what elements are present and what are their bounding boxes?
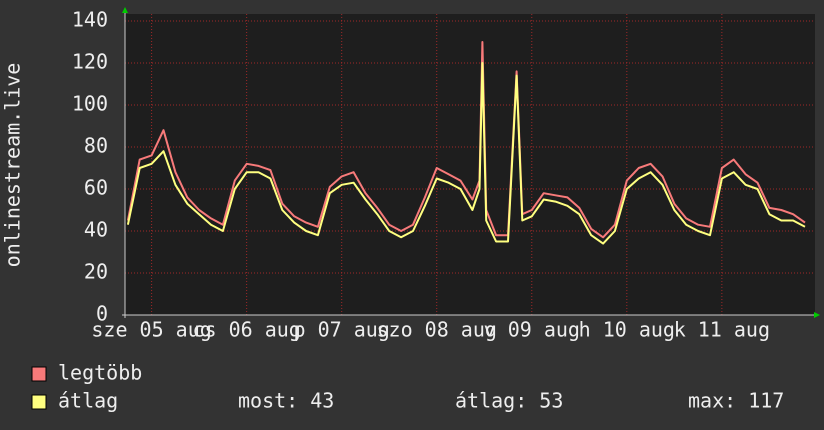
legend: legtöbb átlag most: 43 átlag: 53 max: 117 — [31, 361, 784, 413]
y-tick-label: 140 — [72, 8, 108, 32]
y-axis-title: onlinestream.live — [1, 63, 25, 268]
legend-label: átlag — [58, 389, 118, 413]
y-tick-label: 40 — [84, 218, 108, 242]
y-arrow — [122, 7, 128, 13]
x-tick-label: szo 08 aug — [377, 318, 497, 342]
y-tick-label: 80 — [84, 134, 108, 158]
x-arrow — [814, 312, 820, 318]
x-tick-label: k 11 aug — [674, 318, 770, 342]
stat-label: most: 43 — [238, 389, 334, 413]
legend-swatch — [31, 394, 47, 410]
y-tick-label: 20 — [84, 260, 108, 284]
y-tick-label: 0 — [96, 302, 108, 326]
plot-area — [125, 14, 815, 315]
series-line — [126, 62, 806, 245]
lines — [126, 41, 806, 245]
y-tick-label: 120 — [72, 50, 108, 74]
stat-label: átlag: 53 — [455, 389, 563, 413]
y-tick-label: 60 — [84, 176, 108, 200]
legend-label: legtöbb — [58, 361, 142, 385]
x-tick-label: h 10 aug — [579, 318, 675, 342]
stat-label: max: 117 — [688, 389, 784, 413]
x-tick-label: cs 06 aug — [192, 318, 300, 342]
legend-swatch — [31, 366, 47, 382]
y-tick-label: 100 — [72, 92, 108, 116]
x-tick-label: sze 05 aug — [91, 318, 211, 342]
x-tick-label: v 09 aug — [484, 318, 580, 342]
x-tick-label: p 07 aug — [294, 318, 390, 342]
